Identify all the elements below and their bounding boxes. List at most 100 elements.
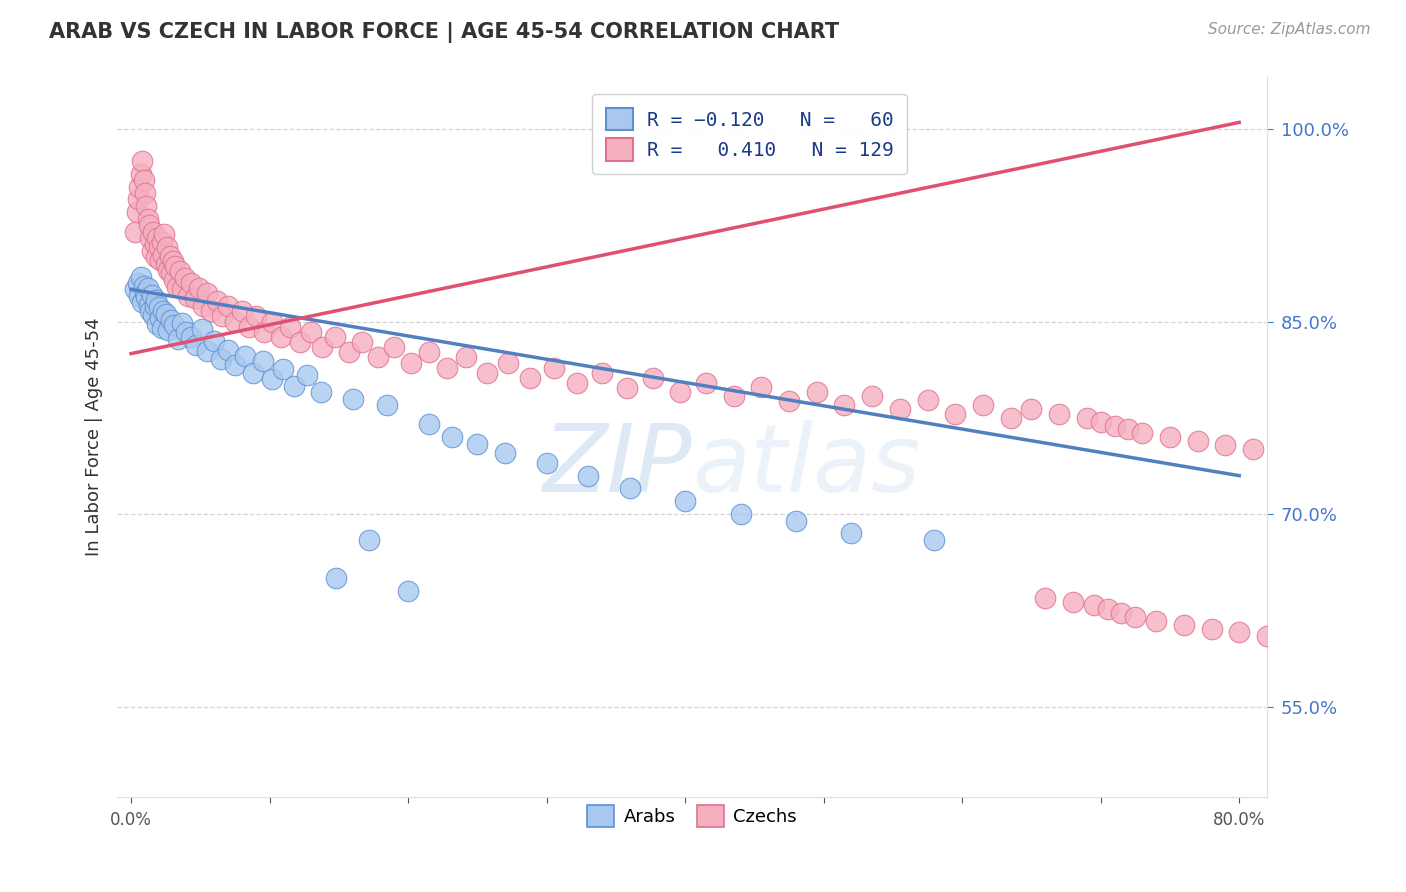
Point bbox=[295, 368, 318, 383]
Point bbox=[1241, 442, 1264, 456]
Point bbox=[1284, 633, 1306, 648]
Point bbox=[149, 310, 172, 325]
Point bbox=[152, 248, 174, 262]
Point bbox=[1381, 461, 1403, 475]
Point bbox=[160, 313, 183, 327]
Point bbox=[195, 286, 218, 301]
Text: atlas: atlas bbox=[692, 420, 921, 511]
Point bbox=[142, 225, 165, 239]
Point bbox=[1339, 640, 1361, 655]
Point bbox=[834, 398, 856, 412]
Point bbox=[238, 319, 260, 334]
Point bbox=[148, 240, 170, 254]
Point bbox=[673, 494, 696, 508]
Point bbox=[841, 526, 863, 541]
Point bbox=[224, 314, 246, 328]
Point bbox=[441, 430, 464, 444]
Point bbox=[138, 218, 160, 232]
Point bbox=[1256, 629, 1278, 643]
Point bbox=[150, 235, 173, 249]
Point bbox=[382, 340, 405, 354]
Text: Source: ZipAtlas.com: Source: ZipAtlas.com bbox=[1208, 22, 1371, 37]
Point bbox=[359, 533, 381, 547]
Point bbox=[1123, 610, 1146, 624]
Point bbox=[1097, 602, 1119, 616]
Point bbox=[139, 304, 162, 318]
Point bbox=[127, 276, 149, 290]
Point bbox=[143, 237, 166, 252]
Point bbox=[134, 286, 156, 301]
Point bbox=[128, 289, 150, 303]
Point bbox=[785, 514, 807, 528]
Point bbox=[245, 310, 267, 324]
Point bbox=[496, 356, 519, 370]
Point bbox=[1353, 457, 1375, 471]
Point bbox=[186, 337, 208, 351]
Point bbox=[1090, 415, 1112, 429]
Point bbox=[494, 445, 516, 459]
Point bbox=[165, 260, 187, 274]
Point bbox=[1227, 625, 1250, 640]
Point bbox=[169, 264, 191, 278]
Point bbox=[205, 293, 228, 308]
Point bbox=[149, 252, 172, 267]
Point bbox=[1215, 438, 1237, 452]
Point bbox=[202, 334, 225, 348]
Point bbox=[860, 389, 883, 403]
Point bbox=[273, 362, 295, 376]
Point bbox=[142, 308, 165, 322]
Point bbox=[177, 289, 200, 303]
Point bbox=[124, 282, 146, 296]
Point bbox=[128, 179, 150, 194]
Point bbox=[131, 295, 153, 310]
Point bbox=[323, 330, 346, 344]
Point bbox=[325, 571, 347, 585]
Point bbox=[145, 293, 167, 307]
Point bbox=[217, 343, 239, 357]
Point bbox=[730, 507, 752, 521]
Point bbox=[367, 351, 389, 365]
Point bbox=[156, 240, 179, 254]
Point bbox=[576, 468, 599, 483]
Point bbox=[184, 292, 207, 306]
Point bbox=[543, 360, 565, 375]
Point bbox=[418, 417, 440, 432]
Point bbox=[125, 205, 148, 219]
Point bbox=[280, 319, 302, 334]
Point bbox=[1000, 410, 1022, 425]
Point bbox=[231, 304, 253, 318]
Point bbox=[1173, 617, 1195, 632]
Point bbox=[418, 345, 440, 359]
Point bbox=[436, 360, 458, 375]
Point bbox=[224, 358, 246, 372]
Point bbox=[1298, 450, 1320, 464]
Point bbox=[217, 299, 239, 313]
Point bbox=[180, 330, 202, 344]
Point bbox=[127, 193, 149, 207]
Point bbox=[288, 334, 311, 349]
Point bbox=[456, 351, 478, 365]
Point bbox=[145, 250, 167, 264]
Point bbox=[155, 307, 177, 321]
Point bbox=[917, 392, 939, 407]
Point bbox=[1033, 591, 1056, 605]
Point bbox=[143, 299, 166, 313]
Point bbox=[211, 310, 233, 324]
Point bbox=[1062, 594, 1084, 608]
Point bbox=[1083, 599, 1105, 613]
Point bbox=[174, 270, 197, 285]
Point bbox=[167, 333, 190, 347]
Point bbox=[972, 398, 994, 412]
Point bbox=[132, 278, 155, 293]
Point bbox=[889, 401, 911, 416]
Point bbox=[132, 173, 155, 187]
Point bbox=[1144, 614, 1167, 628]
Point bbox=[166, 280, 188, 294]
Point bbox=[146, 317, 169, 331]
Point bbox=[136, 281, 159, 295]
Point bbox=[1118, 422, 1140, 436]
Point bbox=[1159, 430, 1181, 444]
Point bbox=[806, 385, 828, 400]
Point bbox=[1130, 426, 1153, 441]
Point bbox=[152, 304, 174, 318]
